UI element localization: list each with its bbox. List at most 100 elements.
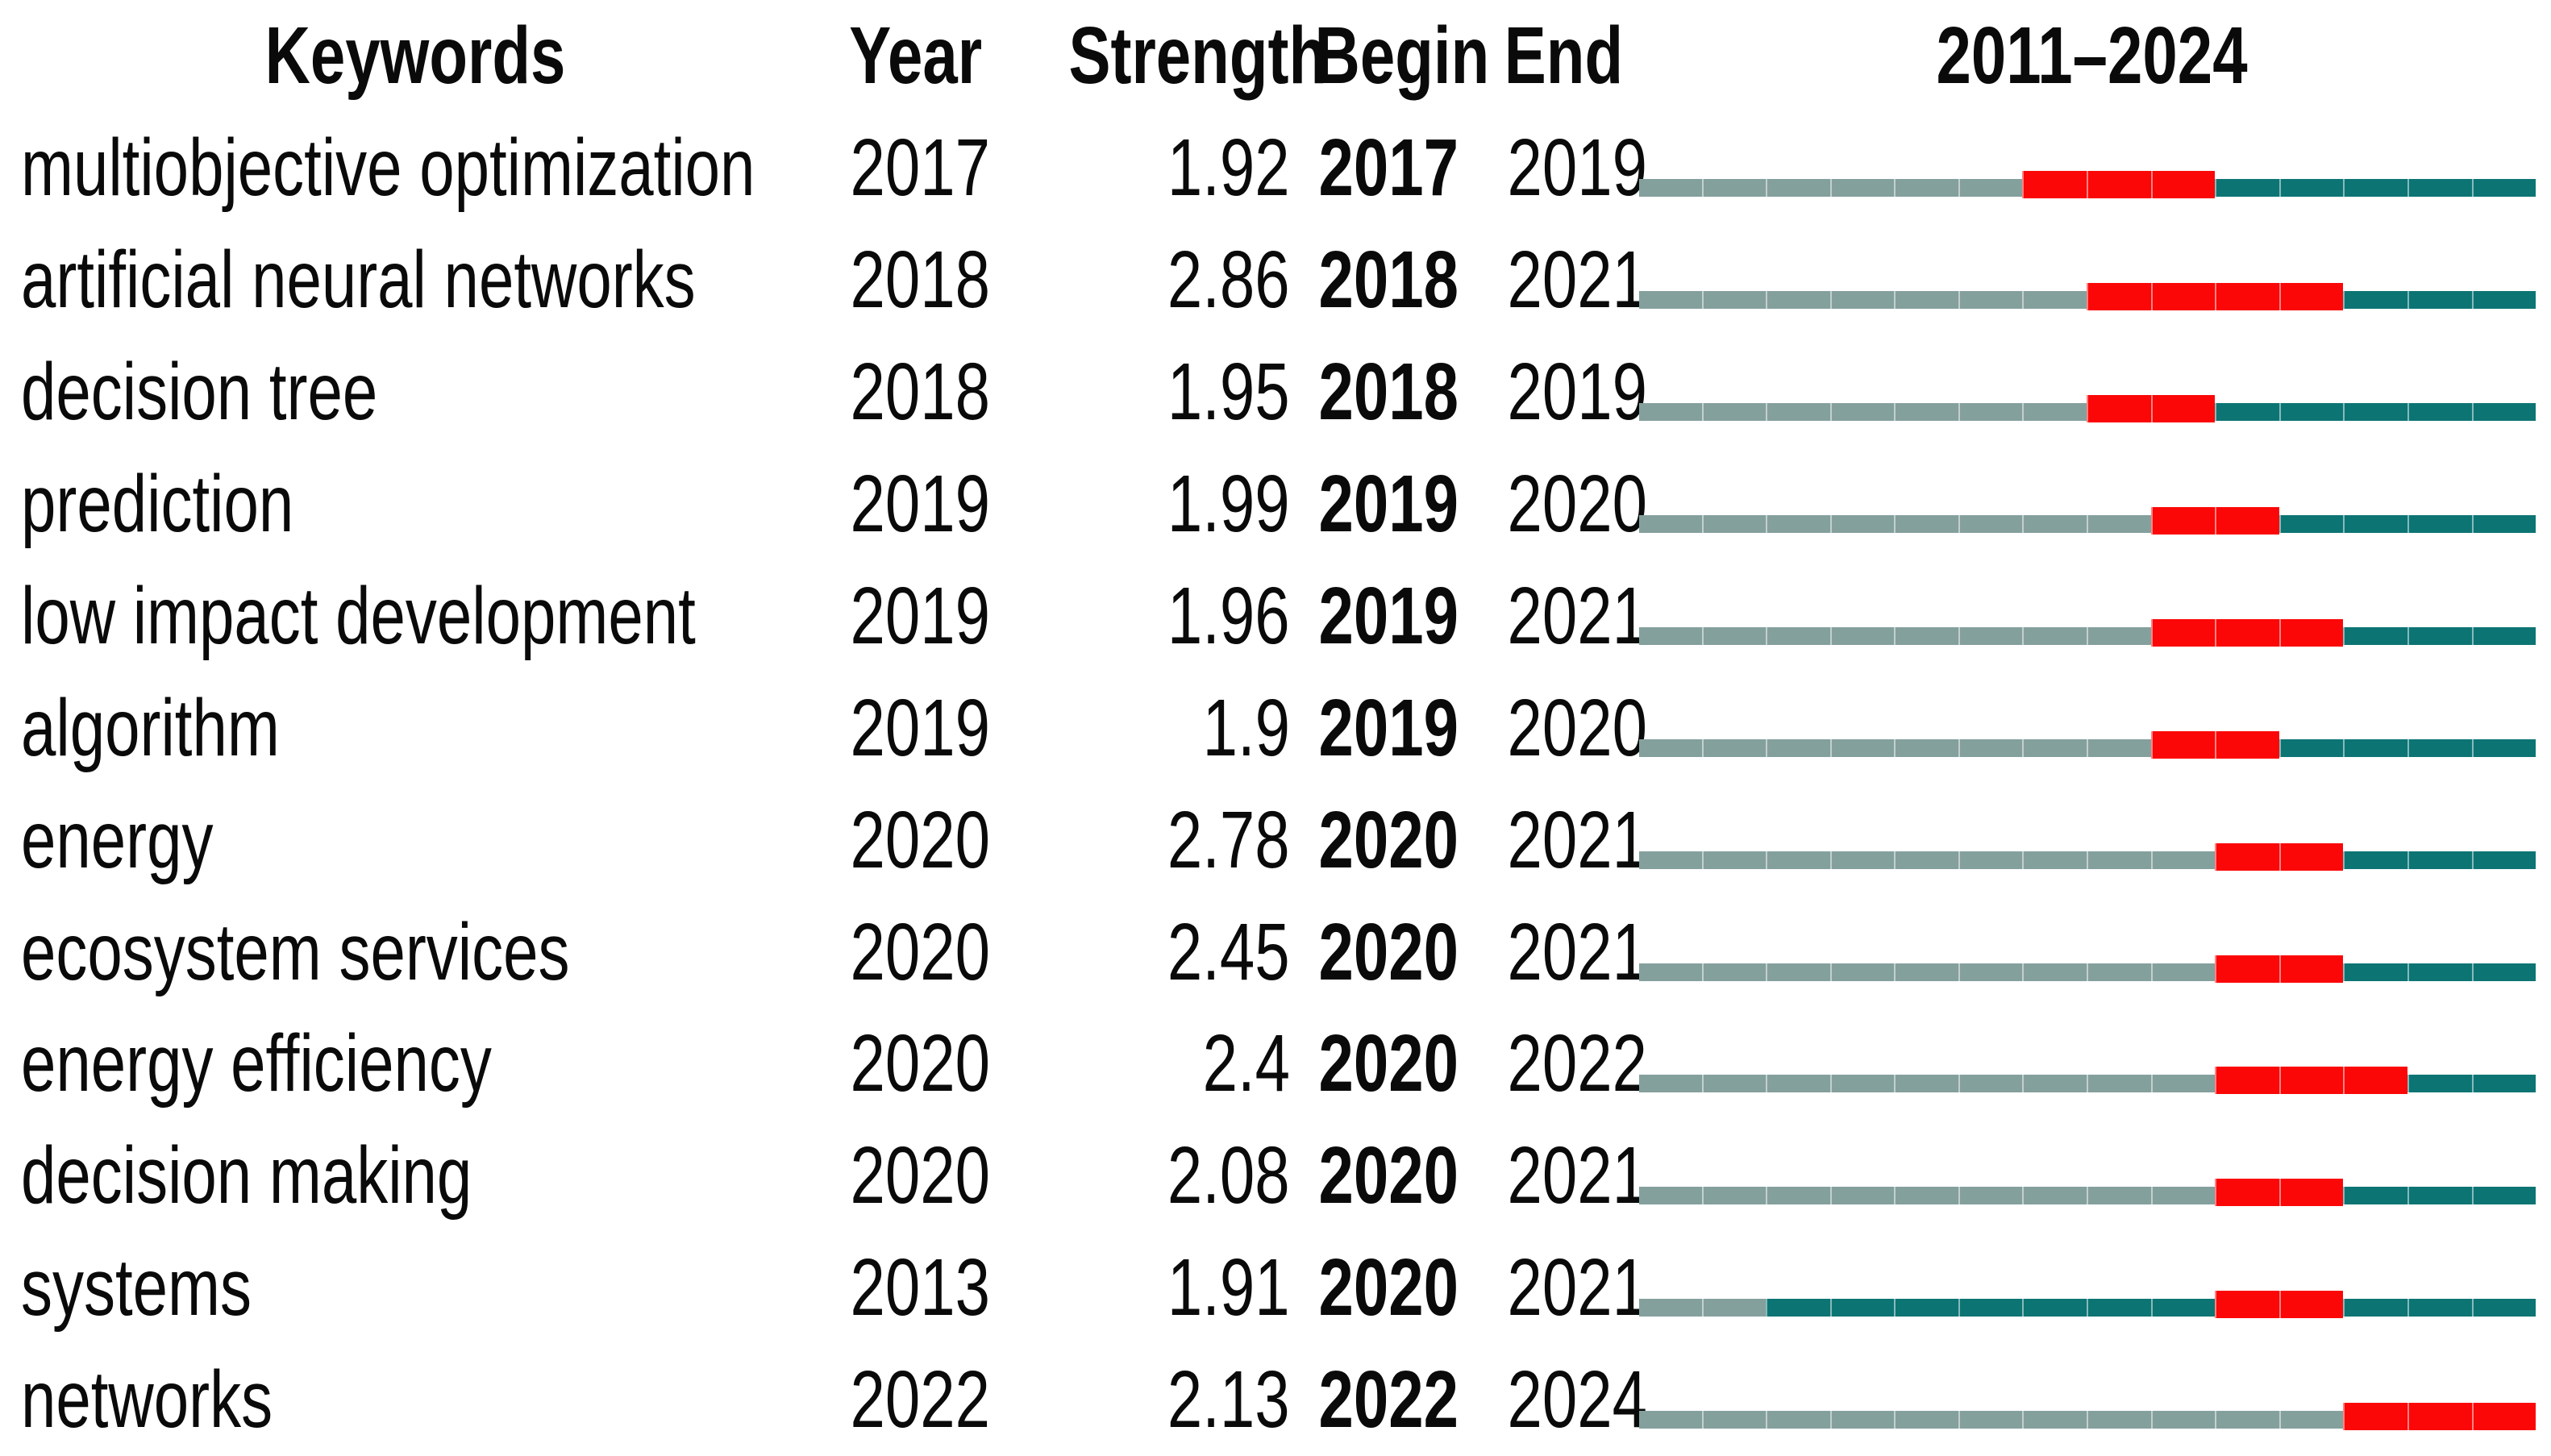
burst-timeline-bar bbox=[1639, 505, 2536, 535]
timeline-segment-2021 bbox=[2278, 1179, 2344, 1207]
keyword-cell: ecosystem services bbox=[0, 912, 830, 992]
burst-timeline-bar bbox=[1639, 281, 2536, 311]
timeline-segment-2019 bbox=[2150, 1187, 2216, 1205]
timeline-segment-2023 bbox=[2407, 403, 2472, 422]
strength-value: 1.95 bbox=[1167, 347, 1290, 438]
timeline-segment-2018 bbox=[2087, 851, 2151, 869]
timeline-segment-2016 bbox=[1958, 1075, 2023, 1093]
timeline-segment-2021 bbox=[2278, 618, 2344, 647]
year-value: 2013 bbox=[850, 1242, 990, 1333]
timeline-segment-2015 bbox=[1894, 291, 1958, 310]
timeline-segment-2013 bbox=[1766, 1187, 1830, 1205]
keyword-label: multiobjective optimization bbox=[21, 123, 755, 214]
timeline-segment-2019 bbox=[2150, 171, 2216, 199]
timeline-segment-2014 bbox=[1829, 963, 1895, 981]
end-value: 2024 bbox=[1507, 1354, 1647, 1446]
timeline-segment-2014 bbox=[1829, 1075, 1895, 1093]
timeline-segment-2016 bbox=[1958, 1299, 2023, 1317]
strength-cell: 2.45 bbox=[996, 912, 1290, 992]
timeline-segment-2016 bbox=[1958, 738, 2023, 757]
end-cell: 2020 bbox=[1488, 688, 1647, 768]
begin-value: 2019 bbox=[1318, 459, 1459, 549]
year-cell: 2020 bbox=[830, 800, 996, 880]
timeline-segment-2016 bbox=[1958, 1187, 2023, 1205]
begin-cell: 2017 bbox=[1290, 127, 1488, 208]
timeline-segment-2024 bbox=[2471, 403, 2536, 422]
year-value: 2017 bbox=[850, 123, 990, 214]
timeline-segment-2019 bbox=[2150, 1075, 2216, 1093]
timeline-segment-2017 bbox=[2022, 738, 2087, 757]
strength-cell: 1.95 bbox=[996, 352, 1290, 432]
timeline-segment-2018 bbox=[2087, 1411, 2151, 1429]
year-value: 2019 bbox=[850, 682, 990, 773]
timeline-segment-2012 bbox=[1701, 963, 1767, 981]
strength-value: 2.08 bbox=[1167, 1130, 1290, 1221]
timeline-segment-2018 bbox=[2087, 626, 2151, 645]
year-value: 2022 bbox=[850, 1354, 990, 1446]
timeline-segment-2019 bbox=[2150, 1411, 2216, 1429]
year-cell: 2019 bbox=[830, 464, 996, 544]
keyword-cell: energy bbox=[0, 800, 830, 880]
timeline-segment-2014 bbox=[1829, 738, 1895, 757]
timeline-segment-2022 bbox=[2343, 1403, 2407, 1431]
end-cell: 2022 bbox=[1488, 1023, 1647, 1104]
timeline-segment-2014 bbox=[1829, 403, 1895, 422]
timeline-segment-2012 bbox=[1701, 626, 1767, 645]
keyword-label: artificial neural networks bbox=[21, 235, 696, 326]
timeline-segment-2014 bbox=[1829, 179, 1895, 198]
timeline-segment-2022 bbox=[2343, 626, 2407, 645]
table-row: multiobjective optimization 2017 1.92 20… bbox=[0, 112, 2551, 224]
timeline-segment-2011 bbox=[1639, 1075, 1702, 1093]
end-cell: 2021 bbox=[1488, 800, 1647, 880]
timeline-segment-2016 bbox=[1958, 626, 2023, 645]
timeline-segment-2020 bbox=[2215, 403, 2279, 422]
timeline-segment-2020 bbox=[2215, 283, 2279, 311]
timeline-segment-2023 bbox=[2407, 851, 2472, 869]
timeline-segment-2024 bbox=[2471, 291, 2536, 310]
timeline-segment-2021 bbox=[2278, 283, 2344, 311]
timeline-segment-2021 bbox=[2278, 1067, 2344, 1095]
strength-value: 2.4 bbox=[1202, 1018, 1290, 1109]
keyword-cell: networks bbox=[0, 1359, 830, 1440]
timeline-segment-2013 bbox=[1766, 963, 1830, 981]
timeline-segment-2017 bbox=[2022, 963, 2087, 981]
begin-cell: 2020 bbox=[1290, 1023, 1488, 1104]
end-value: 2022 bbox=[1507, 1018, 1647, 1109]
timeline-segment-2023 bbox=[2407, 1299, 2472, 1317]
timeline-segment-2013 bbox=[1766, 179, 1830, 198]
timeline-segment-2023 bbox=[2407, 738, 2472, 757]
begin-value: 2020 bbox=[1318, 1130, 1459, 1221]
strength-value: 1.91 bbox=[1167, 1242, 1290, 1333]
timeline-segment-2017 bbox=[2022, 171, 2087, 199]
timeline-segment-2017 bbox=[2022, 1075, 2087, 1093]
timeline-segment-2021 bbox=[2278, 1291, 2344, 1319]
timeline-segment-2013 bbox=[1766, 291, 1830, 310]
begin-cell: 2019 bbox=[1290, 576, 1488, 656]
column-header-year: Year bbox=[830, 15, 996, 96]
column-header-end-label: End bbox=[1504, 10, 1624, 102]
strength-value: 1.9 bbox=[1202, 682, 1290, 773]
timeline-segment-2023 bbox=[2407, 515, 2472, 533]
timeline-segment-2015 bbox=[1894, 403, 1958, 422]
strength-cell: 1.9 bbox=[996, 688, 1290, 768]
table-row: algorithm 2019 1.9 2019 2020 bbox=[0, 672, 2551, 784]
table-row: ecosystem services 2020 2.45 2020 2021 bbox=[0, 896, 2551, 1008]
column-header-keywords-label: Keywords bbox=[264, 10, 566, 102]
keyword-cell: algorithm bbox=[0, 688, 830, 768]
column-header-keywords: Keywords bbox=[0, 15, 830, 96]
timeline-segment-2015 bbox=[1894, 626, 1958, 645]
strength-cell: 2.4 bbox=[996, 1023, 1290, 1104]
begin-cell: 2022 bbox=[1290, 1359, 1488, 1440]
end-value: 2021 bbox=[1507, 794, 1647, 885]
year-cell: 2019 bbox=[830, 688, 996, 768]
strength-value: 1.96 bbox=[1167, 570, 1290, 661]
timeline-segment-2023 bbox=[2407, 291, 2472, 310]
year-cell: 2017 bbox=[830, 127, 996, 208]
timeline-segment-2024 bbox=[2471, 1187, 2536, 1205]
timeline-segment-2022 bbox=[2343, 851, 2407, 869]
end-value: 2021 bbox=[1507, 906, 1647, 997]
year-value: 2019 bbox=[850, 459, 990, 549]
strength-cell: 2.78 bbox=[996, 800, 1290, 880]
keyword-label: prediction bbox=[21, 459, 294, 549]
timeline-segment-2018 bbox=[2087, 171, 2151, 199]
